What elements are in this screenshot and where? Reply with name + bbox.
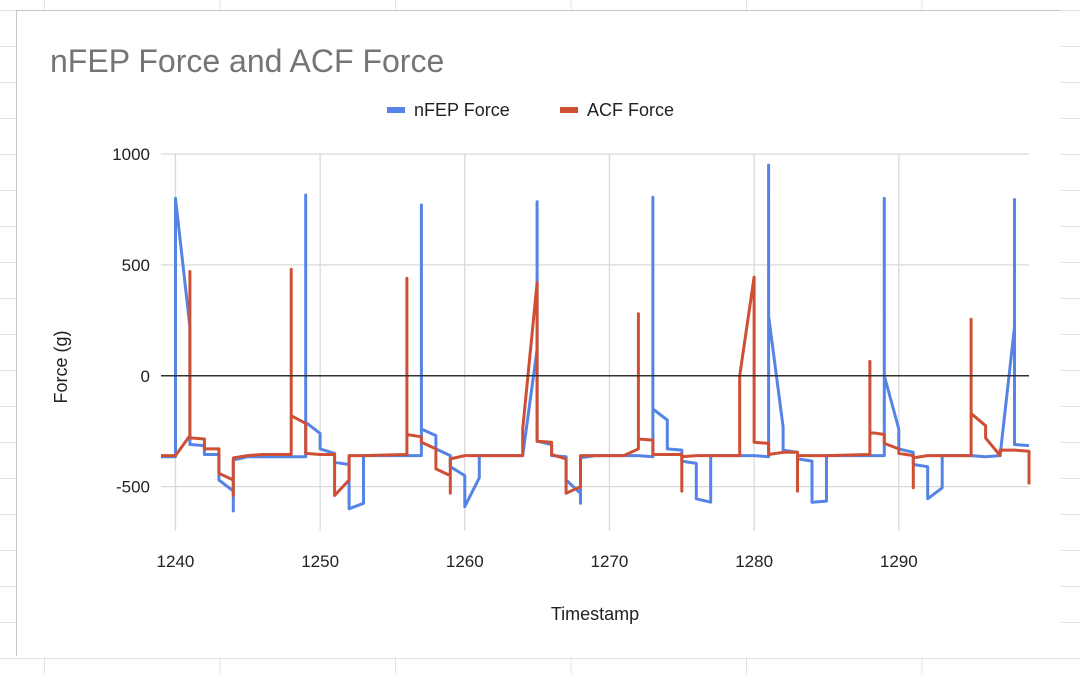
- legend-swatch-nfep: [387, 107, 405, 113]
- y-tick-label-500: 500: [122, 256, 150, 275]
- y-tick-label-0: 0: [141, 367, 150, 386]
- legend-swatch-acf: [560, 107, 578, 113]
- x-tick-label-1240: 1240: [157, 552, 195, 571]
- chart-title: nFEP Force and ACF Force: [50, 43, 444, 79]
- line-chart: nFEP Force and ACF Force nFEP Force ACF …: [17, 11, 1061, 657]
- x-tick-label-1290: 1290: [880, 552, 918, 571]
- x-axis-title: Timestamp: [551, 604, 639, 624]
- x-tick-label-1280: 1280: [735, 552, 773, 571]
- x-axis-ticks: 1240 1250 1260 1270 1280 1290: [157, 552, 918, 571]
- series-line-acf: [161, 267, 1031, 497]
- x-tick-label-1270: 1270: [591, 552, 629, 571]
- legend-label-acf: ACF Force: [587, 100, 674, 120]
- y-tick-label-1000: 1000: [112, 145, 150, 164]
- y-axis-ticks: -500 0 500 1000: [112, 145, 150, 497]
- x-tick-label-1250: 1250: [301, 552, 339, 571]
- legend-label-nfep: nFEP Force: [414, 100, 510, 120]
- chart-card[interactable]: nFEP Force and ACF Force nFEP Force ACF …: [16, 10, 1061, 657]
- y-axis-title: Force (g): [51, 330, 71, 403]
- series-layer: [161, 163, 1031, 513]
- x-tick-label-1260: 1260: [446, 552, 484, 571]
- legend: nFEP Force ACF Force: [387, 100, 674, 120]
- y-tick-label--500: -500: [116, 478, 150, 497]
